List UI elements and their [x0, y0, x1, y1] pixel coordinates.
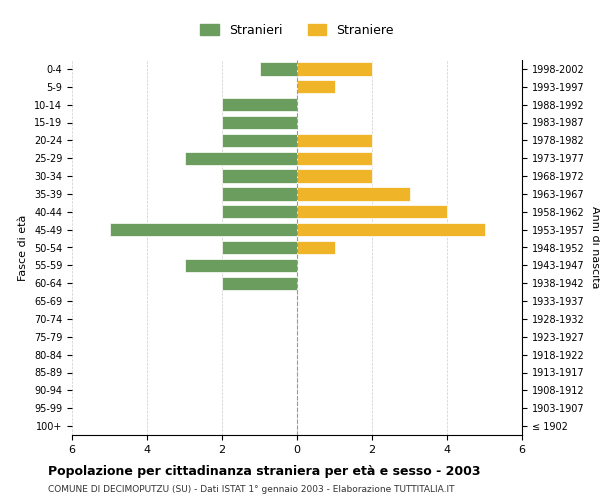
- Bar: [297, 170, 372, 183]
- Bar: [222, 205, 297, 218]
- Bar: [297, 134, 372, 147]
- Bar: [297, 152, 372, 165]
- Bar: [185, 258, 297, 272]
- Bar: [222, 241, 297, 254]
- Text: COMUNE DI DECIMOPUTZU (SU) - Dati ISTAT 1° gennaio 2003 - Elaborazione TUTTITALI: COMUNE DI DECIMOPUTZU (SU) - Dati ISTAT …: [48, 485, 455, 494]
- Bar: [222, 116, 297, 129]
- Bar: [222, 170, 297, 183]
- Bar: [222, 187, 297, 200]
- Y-axis label: Anni di nascita: Anni di nascita: [590, 206, 600, 289]
- Bar: [297, 187, 409, 200]
- Legend: Stranieri, Straniere: Stranieri, Straniere: [194, 18, 400, 43]
- Bar: [260, 62, 297, 76]
- Bar: [297, 62, 372, 76]
- Bar: [297, 241, 335, 254]
- Text: Popolazione per cittadinanza straniera per età e sesso - 2003: Popolazione per cittadinanza straniera p…: [48, 465, 481, 478]
- Bar: [222, 98, 297, 112]
- Bar: [222, 134, 297, 147]
- Bar: [297, 205, 447, 218]
- Bar: [222, 276, 297, 290]
- Bar: [297, 80, 335, 94]
- Bar: [110, 223, 297, 236]
- Y-axis label: Fasce di età: Fasce di età: [19, 214, 28, 280]
- Bar: [185, 152, 297, 165]
- Bar: [297, 223, 485, 236]
